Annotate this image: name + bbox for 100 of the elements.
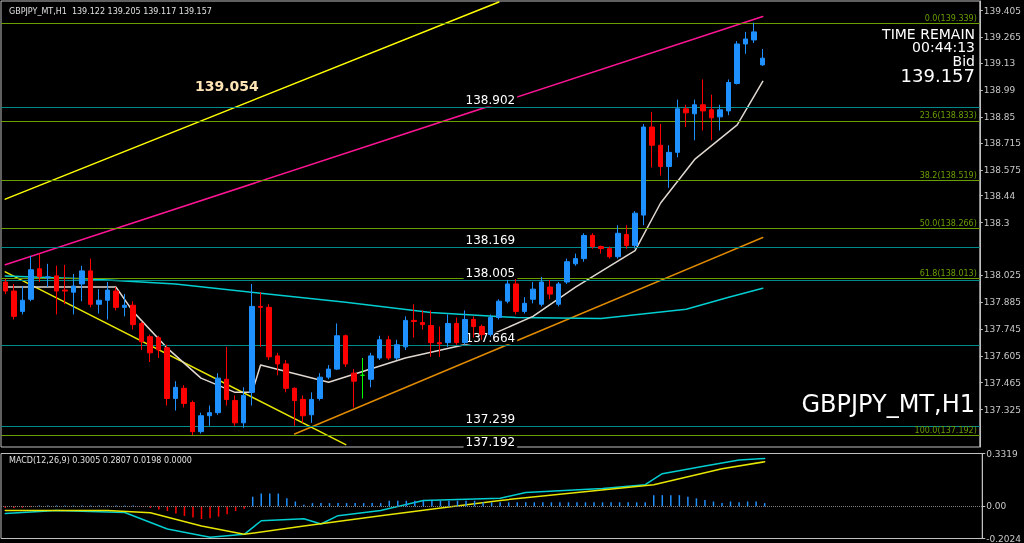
candlestick	[351, 368, 357, 408]
candlestick	[641, 123, 646, 226]
ref-line-label: 38.2(138.519)	[919, 170, 977, 180]
y-tick-label: 139.13	[983, 58, 1016, 69]
ref-line-label: 0.0(139.339)	[924, 13, 977, 23]
candlestick	[649, 111, 655, 169]
candlestick	[139, 321, 144, 351]
candlestick	[666, 144, 672, 189]
y-tick-label: 139.405	[983, 5, 1021, 16]
candlestick	[130, 300, 136, 331]
candlestick	[556, 281, 561, 307]
candlestick	[343, 334, 348, 368]
candlestick	[113, 286, 119, 311]
candlestick	[190, 400, 195, 436]
y-tick-label: 0.3319	[986, 448, 1019, 459]
candlestick	[377, 335, 382, 361]
candlestick	[615, 224, 621, 260]
candlestick	[88, 258, 93, 308]
y-tick-label: 138.025	[983, 270, 1021, 281]
annotation: 139.054	[195, 78, 260, 94]
candlestick	[547, 279, 553, 300]
y-tick-label: 0.00	[986, 501, 1007, 512]
candlestick	[420, 309, 425, 331]
candlestick	[122, 293, 127, 317]
candlestick	[564, 258, 570, 285]
candlestick	[573, 253, 578, 267]
y-tick-label: 137.325	[983, 404, 1021, 415]
candlestick	[11, 283, 17, 320]
candlestick	[79, 265, 85, 302]
candlestick	[37, 253, 42, 283]
candlestick	[309, 391, 314, 424]
candlestick	[607, 246, 612, 260]
candlestick	[241, 386, 246, 429]
candlestick	[292, 386, 297, 427]
ref-line-label: 137.192	[465, 435, 516, 450]
candlestick	[734, 40, 740, 85]
candlestick	[224, 346, 229, 407]
candlestick	[454, 317, 459, 346]
candlestick	[496, 298, 502, 320]
candlestick	[683, 104, 689, 128]
y-tick-label: 138.715	[983, 137, 1021, 148]
y-tick-label: 137.885	[983, 297, 1021, 308]
candlestick	[283, 359, 289, 393]
candlestick	[173, 380, 178, 412]
candlestick	[411, 303, 417, 339]
y-tick-label: 138.85	[983, 112, 1016, 123]
y-tick-label: -0.2024	[986, 533, 1022, 543]
candlestick	[386, 335, 391, 361]
y-tick-label: 137.605	[983, 350, 1021, 361]
candlestick	[96, 288, 102, 314]
y-tick-label: 139.265	[983, 32, 1021, 43]
annotation: 00:44:13	[912, 39, 975, 55]
candlestick	[368, 352, 374, 388]
candlestick	[71, 273, 76, 315]
candlestick	[428, 309, 434, 358]
y-tick-label: 137.745	[983, 324, 1021, 335]
ref-line-label: 138.169	[465, 233, 516, 248]
ref-line-label: 50.0(138.266)	[919, 218, 977, 228]
candlestick	[275, 352, 280, 376]
candlestick	[215, 372, 221, 416]
candlestick	[403, 315, 408, 351]
candlestick	[700, 78, 706, 131]
candlestick	[207, 405, 212, 427]
candlestick	[522, 296, 527, 314]
candlestick	[258, 291, 263, 348]
ref-line-label: 138.005	[465, 266, 516, 281]
y-tick-label: 138.44	[983, 190, 1016, 201]
candlestick	[726, 78, 731, 116]
candlestick	[581, 232, 587, 263]
y-tick-label: 137.465	[983, 377, 1021, 388]
candlestick	[147, 334, 153, 363]
candlestick	[624, 224, 629, 250]
candlestick	[539, 276, 544, 307]
chart-title: MACD(12,26,9) 0.3005 0.2807 0.0198 0.0000	[9, 455, 192, 465]
candlestick	[360, 357, 365, 399]
candlestick	[760, 48, 765, 67]
ref-line-label: 137.664	[465, 331, 516, 346]
line-series	[4, 275, 764, 320]
candlestick	[62, 264, 68, 305]
candlestick	[709, 94, 714, 141]
candlestick	[164, 344, 170, 407]
candlestick	[232, 394, 238, 427]
candlestick	[334, 322, 340, 371]
candlestick	[28, 255, 34, 302]
candlestick	[632, 210, 638, 250]
candlestick	[590, 232, 595, 250]
candlestick	[317, 372, 323, 402]
ref-line-label: 23.6(138.833)	[919, 111, 977, 121]
candlestick	[326, 364, 331, 380]
candlestick	[462, 309, 468, 346]
candlestick	[198, 412, 204, 435]
ref-line-label: 100.0(137.192)	[914, 425, 977, 435]
ref-line-label: 137.239	[465, 411, 516, 426]
candlestick	[530, 281, 536, 304]
candlestick	[675, 99, 680, 158]
y-tick-label: 138.3	[983, 217, 1010, 228]
candlestick	[156, 335, 161, 359]
candlestick	[45, 263, 51, 288]
candlestick	[105, 281, 110, 320]
candlestick	[445, 313, 451, 348]
